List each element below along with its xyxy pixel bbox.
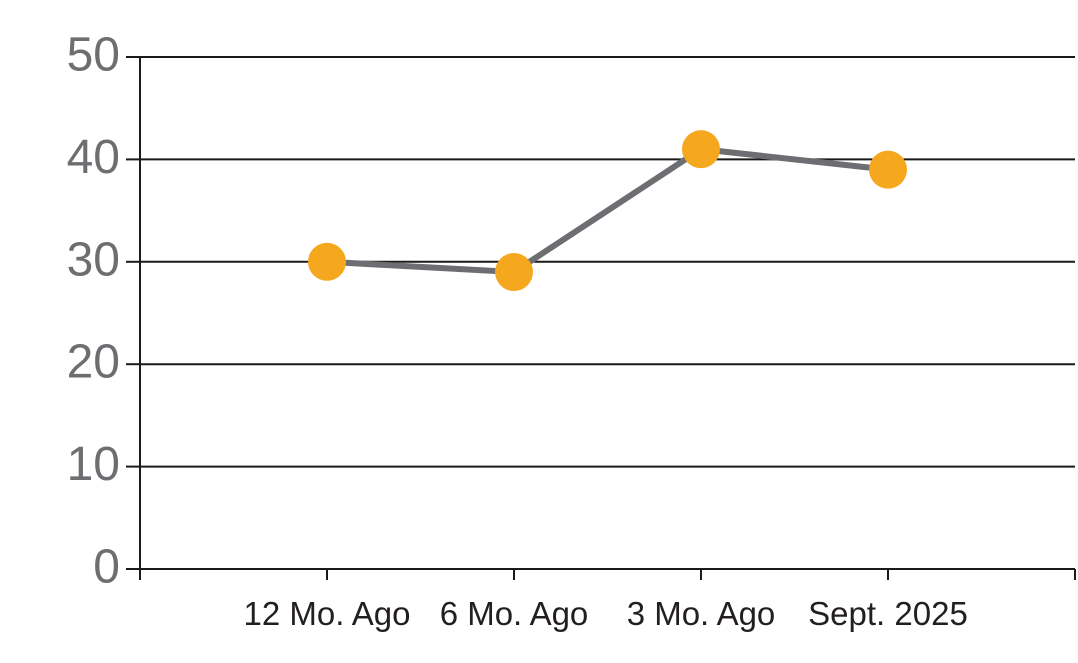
y-tick-label: 50 bbox=[67, 29, 120, 82]
x-tick-label: 12 Mo. Ago bbox=[244, 595, 411, 632]
series-line bbox=[324, 146, 891, 276]
y-tick-label: 40 bbox=[67, 131, 120, 184]
y-tick-label: 10 bbox=[67, 438, 120, 491]
y-tick-label: 30 bbox=[67, 233, 120, 286]
x-tick-label: 3 Mo. Ago bbox=[627, 595, 776, 632]
data-point-marker bbox=[308, 242, 346, 281]
y-tick-label: 20 bbox=[67, 336, 120, 389]
x-tick-label: 6 Mo. Ago bbox=[440, 595, 589, 632]
y-tick-label: 0 bbox=[93, 541, 120, 594]
x-tick-label: Sept. 2025 bbox=[808, 595, 968, 632]
data-point-marker bbox=[869, 150, 907, 189]
data-point-marker bbox=[495, 253, 533, 292]
data-point-marker bbox=[682, 130, 720, 169]
